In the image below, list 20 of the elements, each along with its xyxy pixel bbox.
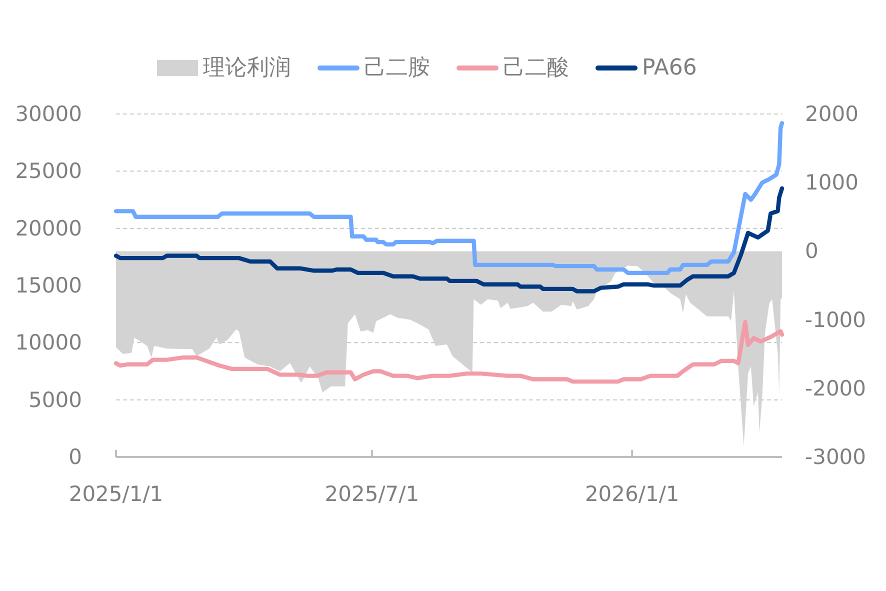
y-tick-label: 5000 — [28, 388, 82, 412]
y2-tick-label: -2000 — [805, 376, 866, 400]
x-tick-label: 2025/7/1 — [324, 482, 420, 506]
y-tick-label: 0 — [68, 445, 82, 469]
y-tick-label: 20000 — [15, 216, 82, 240]
y2-tick-label: -1000 — [805, 308, 866, 332]
x-tick-label: 2026/1/1 — [584, 482, 680, 506]
y-tick-label: 30000 — [15, 102, 82, 126]
y-tick-label: 10000 — [15, 330, 82, 355]
legend-label: PA66 — [642, 56, 697, 80]
y2-tick-label: 0 — [805, 239, 818, 264]
legend-label: 己二胺 — [364, 56, 430, 80]
y2-tick-label: 2000 — [805, 102, 858, 126]
x-tick-label: 2025/1/1 — [68, 482, 164, 506]
y2-tick-label: 1000 — [805, 170, 858, 195]
y-tick-label: 25000 — [15, 159, 82, 184]
legend-label: 己二酸 — [503, 56, 569, 80]
y2-tick-label: -3000 — [805, 445, 866, 469]
y-tick-label: 15000 — [15, 274, 82, 298]
legend-label: 理论利润 — [203, 56, 291, 80]
